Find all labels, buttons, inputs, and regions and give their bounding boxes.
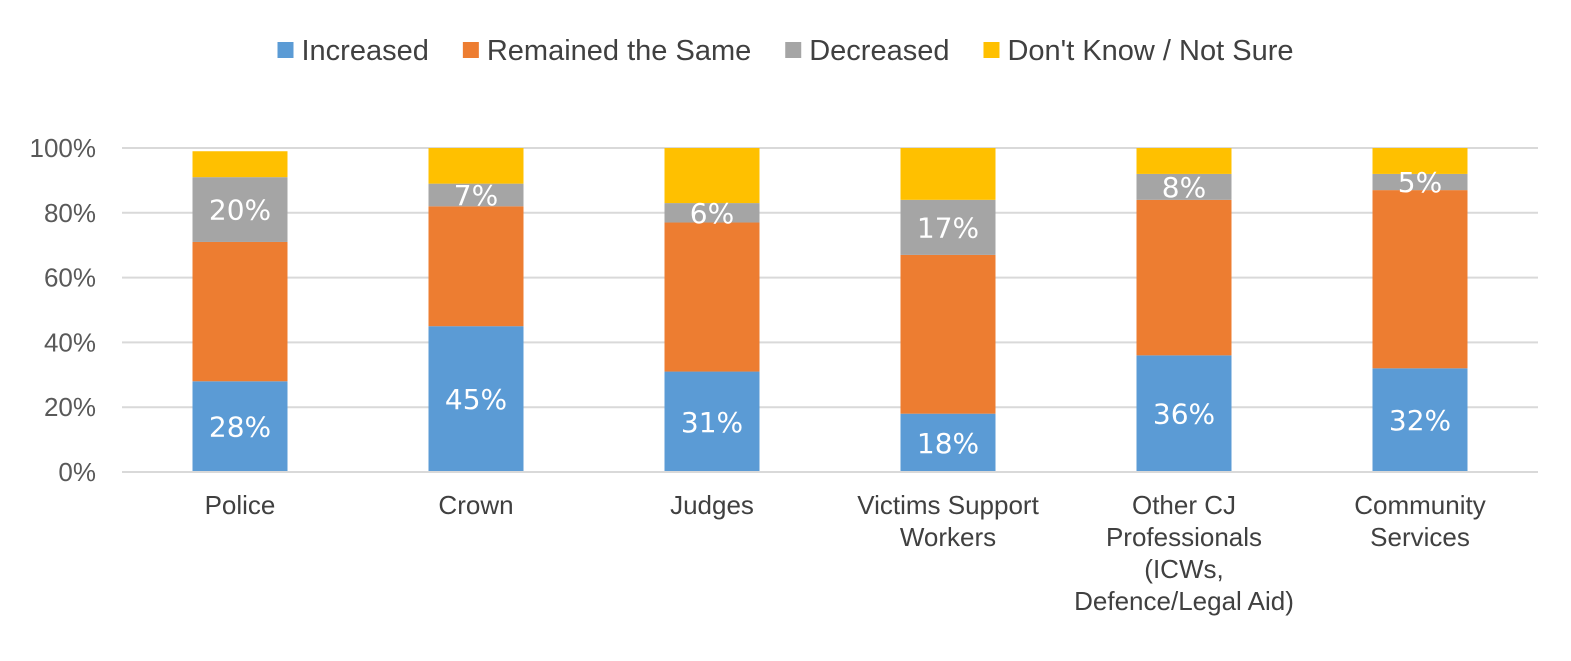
gridlines [122,147,1538,473]
bar-remained-the-same [192,241,288,382]
bar-increased [192,381,288,472]
legend-item-remained-the-same: Remained the Same [462,35,751,67]
legend: Increased Remained the Same Decreased Don't… [277,35,1294,67]
legend-swatch [462,42,479,58]
data-label-decreased: 8% [1162,171,1206,204]
bar-remained-the-same [428,206,524,327]
data-label-increased: 18% [917,427,979,460]
bar-decreased [192,177,288,242]
x-category-label: Victims Support Workers [857,490,1039,552]
bar-decreased [428,183,524,207]
y-tick-label: 0% [58,457,96,487]
bar-increased [900,413,996,472]
x-category-label: Crown [438,490,513,520]
data-label-increased: 45% [445,383,507,416]
x-category-label: Judges [670,490,754,520]
data-label-decreased: 17% [917,211,979,244]
data-label-increased: 28% [209,411,271,444]
bar-don-t-know-not-sure [1372,148,1468,174]
bar-decreased [664,203,760,223]
legend-swatch [983,42,1000,58]
bar-remained-the-same [1372,190,1468,369]
y-tick-label: 60% [44,263,96,293]
x-category-label: Other CJ Professionals (ICWs, Defence/Legal… [1074,490,1294,616]
bar-decreased [1136,173,1232,200]
data-label-increased: 36% [1153,398,1215,431]
bar-don-t-know-not-sure [900,148,996,200]
legend-label: Don't Know / Not Sure [1007,35,1293,67]
y-tick-label: 40% [44,327,96,357]
y-axis: 0% 20% 40% 60% 80% 100% [30,133,97,487]
bar-don-t-know-not-sure [1136,148,1232,174]
bar-increased [1372,368,1468,472]
y-tick-label: 20% [44,392,96,422]
bar-remained-the-same [900,254,996,414]
legend-item-increased: Increased [277,35,429,67]
x-axis: Police Crown Judges Victims Support Workers O… [122,471,1538,616]
data-label-decreased: 6% [690,197,734,230]
bar-increased [1136,355,1232,472]
x-category-label: Police [205,490,276,520]
data-label-decreased: 7% [454,179,498,212]
bar-remained-the-same [664,222,760,372]
bar-decreased [900,199,996,255]
bar-don-t-know-not-sure [664,148,760,204]
bar-don-t-know-not-sure [428,148,524,184]
bars: 28% 20% 45% 7% 31% 6% 18% 17% 36% 8% 32% 5% [192,148,1468,472]
legend-item-decreased: Decreased [785,35,949,67]
data-label-increased: 32% [1389,404,1451,437]
legend-label: Increased [302,35,429,67]
x-category-label: Community Services [1354,490,1485,552]
bar-decreased [1372,173,1468,191]
bar-increased [428,326,524,472]
bar-increased [664,371,760,472]
data-label-decreased: 20% [209,194,271,227]
y-tick-label: 100% [30,133,97,163]
y-tick-label: 80% [44,198,96,228]
legend-swatch [785,42,802,58]
data-label-decreased: 5% [1398,166,1442,199]
bar-remained-the-same [1136,199,1232,356]
legend-label: Decreased [809,35,949,67]
data-label-increased: 31% [681,406,743,439]
legend-item-don-t-know-not-sure: Don't Know / Not Sure [983,35,1294,67]
bar-don-t-know-not-sure [192,151,288,178]
legend-swatch [277,42,294,58]
legend-label: Remained the Same [487,35,751,67]
